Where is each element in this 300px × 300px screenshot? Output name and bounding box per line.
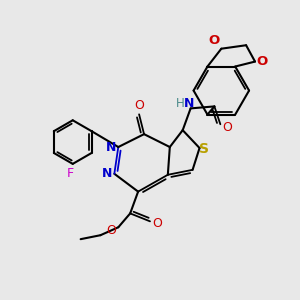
Text: N: N (184, 97, 194, 110)
Text: N: N (106, 140, 116, 154)
Text: O: O (106, 224, 116, 237)
Text: H: H (176, 97, 185, 110)
Text: F: F (67, 167, 74, 180)
Text: O: O (152, 217, 162, 230)
Text: O: O (222, 121, 232, 134)
Text: S: S (200, 142, 209, 156)
Text: O: O (134, 99, 144, 112)
Text: O: O (256, 55, 268, 68)
Text: O: O (209, 34, 220, 47)
Text: N: N (102, 167, 112, 180)
